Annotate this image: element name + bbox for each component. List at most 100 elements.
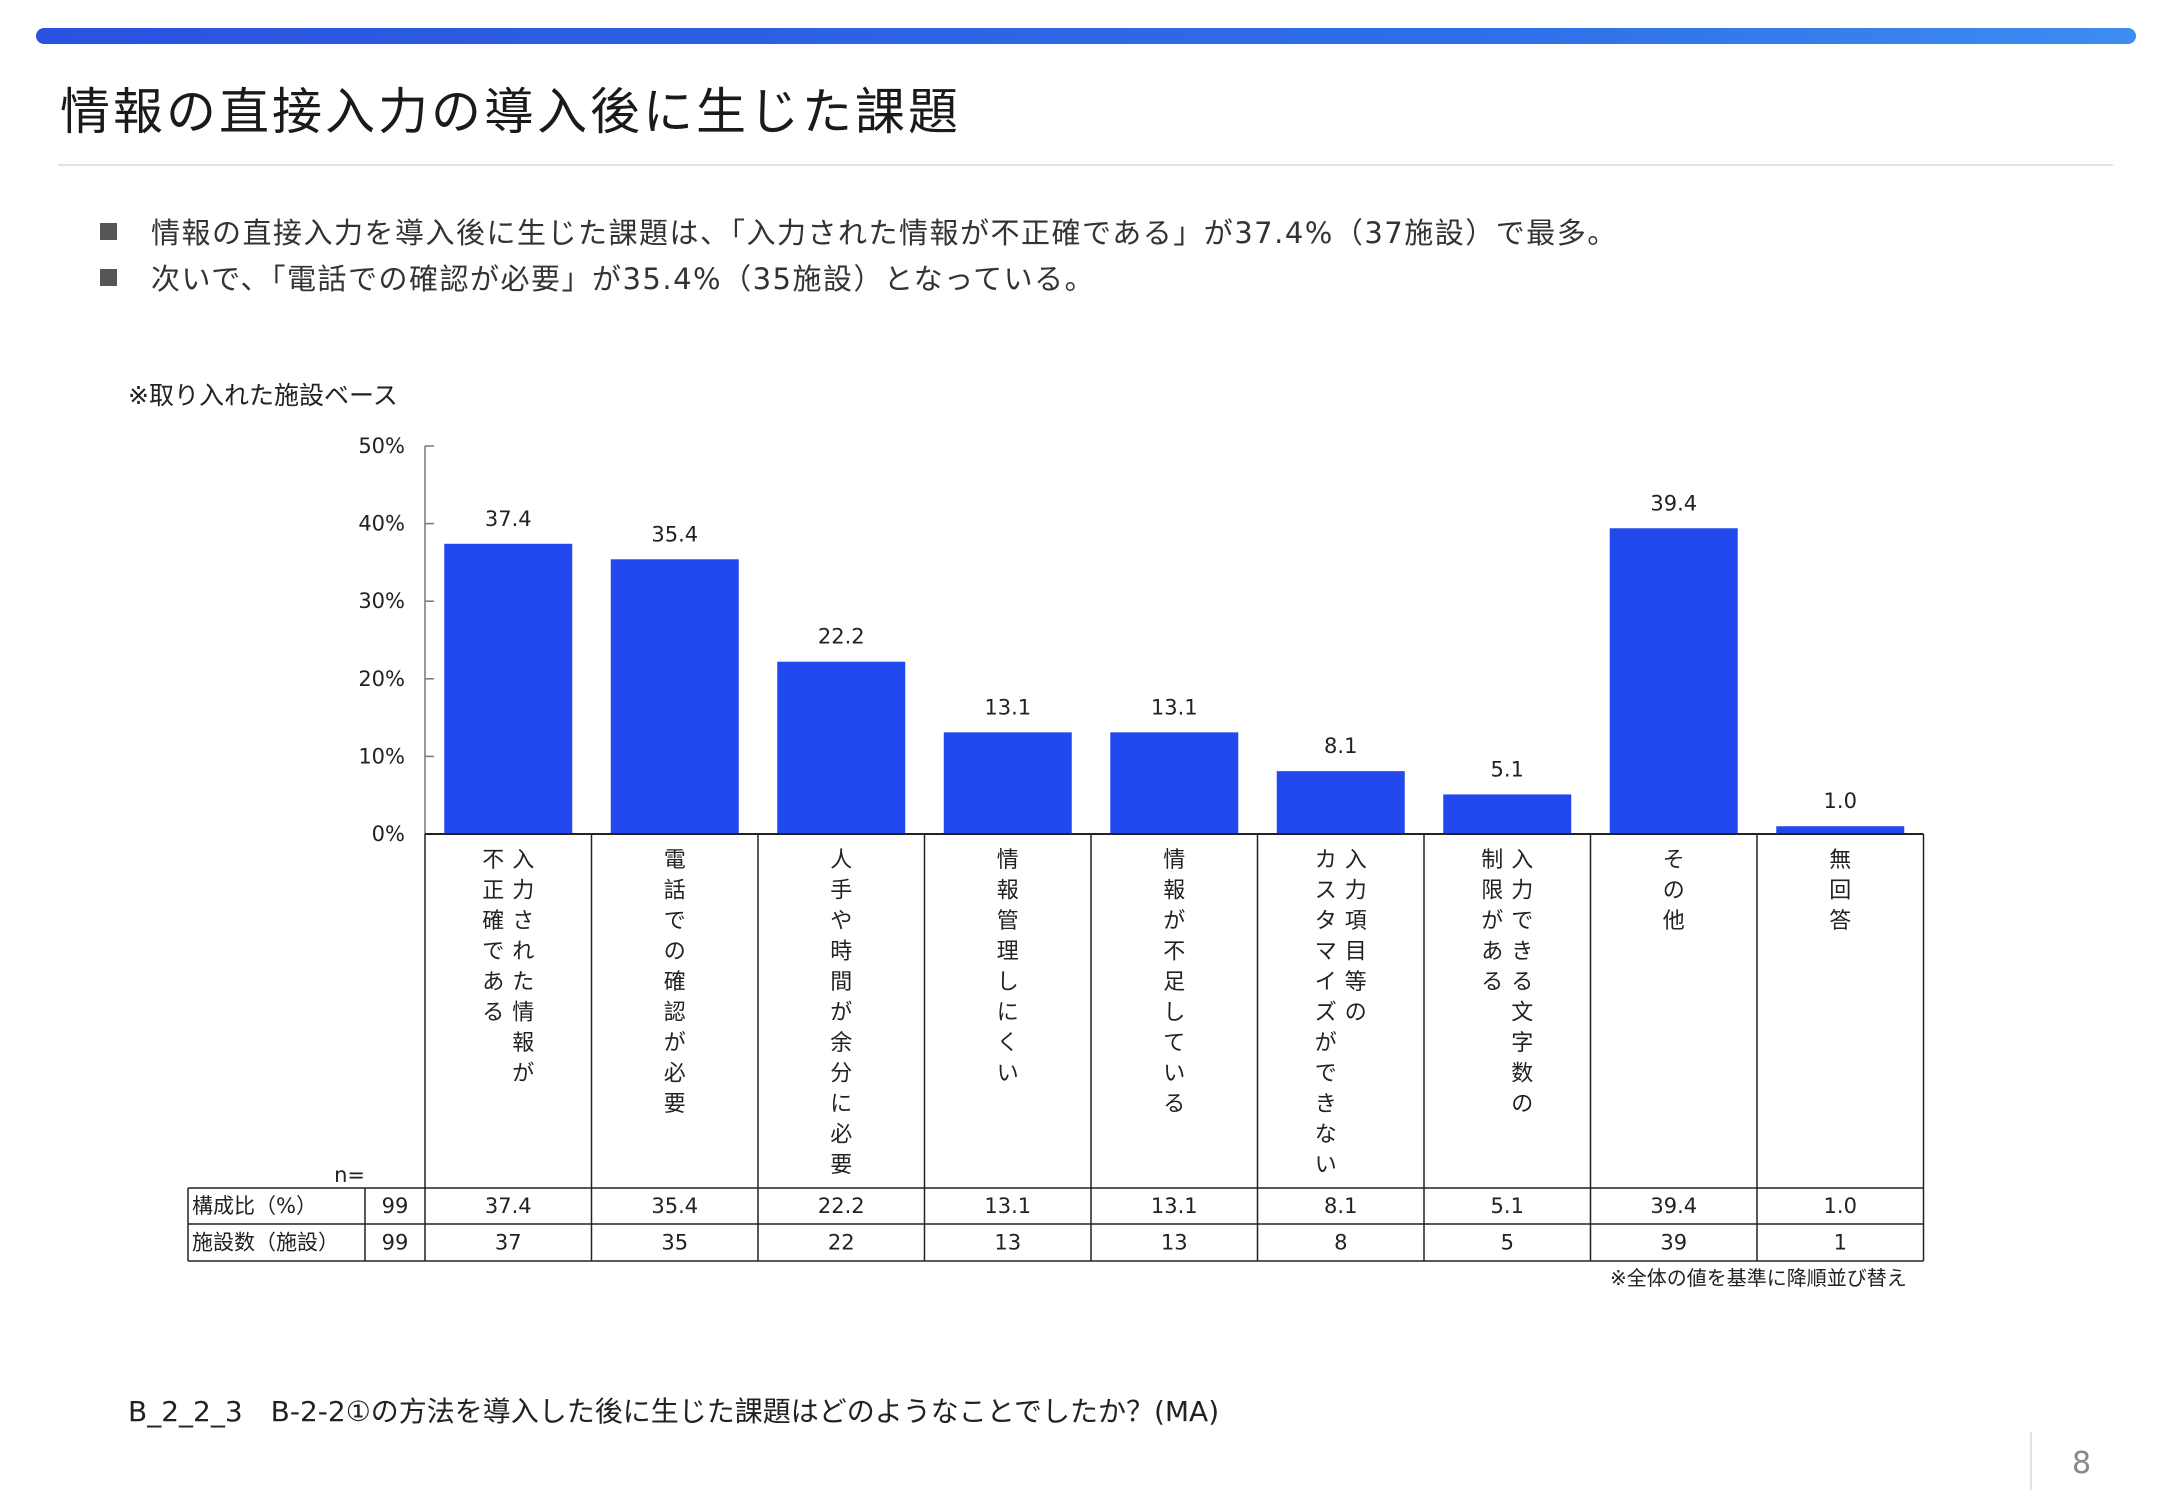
category-label-char: 他 — [1663, 909, 1685, 934]
category-label-char: 情 — [997, 848, 1019, 873]
category-label-char: 情 — [512, 1001, 534, 1026]
table-cell: 13.1 — [984, 1194, 1031, 1218]
category-label-char: が — [664, 1031, 686, 1056]
table-cell: 35.4 — [651, 1194, 698, 1218]
summary-bullet: 次いで、「電話での確認が必要」が35.4%（35施設）となっている。 — [100, 254, 1618, 300]
category-label-char: 情 — [1163, 848, 1185, 873]
category-label-char: 項 — [1345, 909, 1367, 934]
category-label-char: い — [1315, 1153, 1337, 1178]
y-tick-label: 0% — [372, 822, 405, 846]
category-label-char: 理 — [997, 940, 1019, 965]
y-tick-label: 50% — [358, 434, 405, 458]
category-label-char: 無 — [1829, 848, 1851, 873]
category-label-char: 等 — [1345, 970, 1367, 995]
category-label-char: の — [1663, 879, 1685, 904]
table-cell: 39 — [1660, 1231, 1687, 1255]
category-label-char: で — [1511, 909, 1533, 934]
table-n-cell: 99 — [382, 1194, 409, 1218]
category-label-char: れ — [512, 940, 534, 965]
table-cell: 8 — [1334, 1231, 1347, 1255]
category-label-char: る — [482, 1001, 504, 1026]
category-label-char: く — [997, 1031, 1019, 1056]
y-tick-label: 40% — [358, 512, 405, 536]
bar — [1609, 528, 1738, 834]
category-label-char: の — [1345, 1001, 1367, 1026]
category-label-char: 必 — [664, 1062, 686, 1087]
bar-value-label: 37.4 — [485, 507, 532, 531]
category-label-char: 入 — [1345, 848, 1367, 873]
category-label-char: る — [1163, 1092, 1185, 1117]
table-cell: 39.4 — [1650, 1194, 1697, 1218]
table-cell: 37 — [495, 1231, 522, 1255]
category-label-char: 間 — [830, 970, 852, 995]
category-label-char: 話 — [664, 879, 686, 904]
category-label-char: 報 — [1163, 879, 1185, 904]
category-label-char: 報 — [997, 879, 1019, 904]
bar — [777, 661, 906, 834]
category-label-char: 目 — [1345, 940, 1367, 965]
category-label-char: ズ — [1315, 1001, 1337, 1026]
table-cell: 5.1 — [1491, 1194, 1524, 1218]
category-label-char: タ — [1315, 909, 1337, 934]
category-label-char: 不 — [482, 848, 504, 873]
category-label-char: 字 — [1511, 1031, 1533, 1056]
table-n-cell: 99 — [382, 1231, 409, 1255]
category-label-char: 入 — [512, 848, 534, 873]
category-label-char: る — [1511, 970, 1533, 995]
category-label-char: で — [664, 909, 686, 934]
y-tick-label: 20% — [358, 667, 405, 691]
category-label-char: そ — [1663, 848, 1685, 873]
category-label-char: 管 — [997, 909, 1019, 934]
category-label-char: 分 — [830, 1062, 852, 1087]
summary-bullets: 情報の直接入力を導入後に生じた課題は、「入力された情報が不正確である」が37.4… — [100, 208, 1618, 300]
table-row-label: 施設数（施設） — [192, 1231, 339, 1255]
category-label-char: あ — [1481, 940, 1503, 965]
category-label-char: き — [1315, 1092, 1337, 1117]
category-label-char: 人 — [830, 848, 852, 873]
category-label-char: で — [482, 940, 504, 965]
category-label-char: イ — [1315, 970, 1337, 995]
category-label-char: 力 — [512, 879, 534, 904]
category-label-char: が — [1315, 1031, 1337, 1056]
category-label-char: い — [1163, 1062, 1185, 1087]
bar — [610, 559, 739, 834]
square-bullet-icon — [100, 268, 117, 286]
bar-value-label: 35.4 — [651, 522, 698, 546]
page-number-divider — [2030, 1432, 2032, 1490]
category-label-char: さ — [512, 909, 534, 934]
category-label-char: 答 — [1829, 909, 1851, 934]
n-label: n= — [334, 1163, 365, 1187]
table-cell: 35 — [661, 1231, 688, 1255]
bar-value-label: 13.1 — [1151, 695, 1198, 719]
category-label-char: い — [997, 1062, 1019, 1087]
category-label-char: る — [1481, 970, 1503, 995]
category-label-char: の — [1511, 1092, 1533, 1117]
category-label-char: 必 — [830, 1123, 852, 1148]
bar-value-label: 39.4 — [1650, 491, 1697, 515]
category-label-char: 数 — [1511, 1062, 1533, 1087]
category-label-char: 正 — [482, 879, 504, 904]
category-label-char: 制 — [1481, 848, 1503, 873]
category-label-char: あ — [482, 970, 504, 995]
table-cell: 1.0 — [1824, 1194, 1857, 1218]
category-label-char: た — [512, 970, 534, 995]
bar — [444, 543, 573, 834]
sort-note: ※全体の値を基準に降順並び替え — [1610, 1266, 1907, 1290]
category-label-char: で — [1315, 1062, 1337, 1087]
table-row-label: 構成比（%） — [192, 1194, 317, 1218]
category-label-char: 力 — [1345, 879, 1367, 904]
summary-bullet-text: 情報の直接入力を導入後に生じた課題は、「入力された情報が不正確である」が37.4… — [151, 216, 1618, 250]
category-label-char: て — [1163, 1031, 1185, 1056]
category-label-char: 足 — [1163, 970, 1185, 995]
category-label-char: が — [1163, 909, 1185, 934]
category-label-char: き — [1511, 940, 1533, 965]
title-divider — [58, 164, 2113, 166]
category-label-char: や — [830, 909, 852, 934]
category-label-char: が — [1481, 909, 1503, 934]
category-label-char: に — [997, 1001, 1019, 1026]
category-label-char: 力 — [1511, 879, 1533, 904]
category-label-char: 要 — [830, 1153, 852, 1178]
square-bullet-icon — [100, 222, 117, 240]
category-label-char: 電 — [664, 848, 686, 873]
category-label-char: 報 — [512, 1031, 534, 1056]
